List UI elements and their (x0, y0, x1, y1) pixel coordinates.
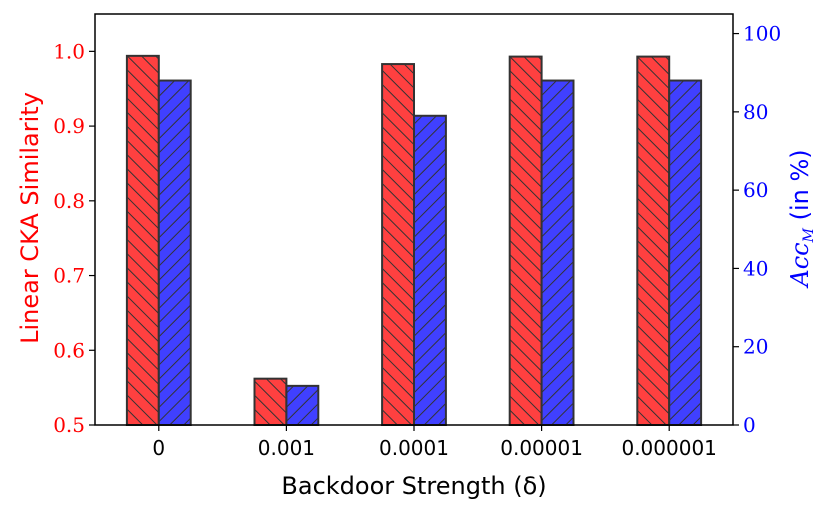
right-axis-label-suffix: (in %) (786, 149, 814, 228)
x-tick-label: 0.001 (258, 436, 315, 460)
acc-bar-2 (413, 114, 447, 427)
x-tick-label: 0.000001 (621, 436, 716, 460)
left-y-tick-label: 0.9 (53, 114, 85, 138)
plot-frame (94, 13, 734, 426)
acc-bar-0 (157, 79, 192, 427)
right-y-tick-label: 60 (743, 178, 768, 202)
right-y-tick-label: 0 (743, 413, 756, 437)
cka-bar-1 (253, 377, 288, 427)
right-y-tick-label: 80 (743, 100, 768, 124)
left-axis-label: Linear CKA Similarity (16, 92, 44, 344)
left-y-tick-label: 0.6 (53, 338, 85, 362)
x-tick-label: 0.00001 (500, 436, 583, 460)
x-tick-label: 0 (152, 436, 165, 460)
right-y-tick-label: 20 (743, 335, 768, 359)
right-y-tick-label: 100 (743, 22, 781, 46)
acc-bar-1 (285, 384, 320, 427)
x-axis-label: Backdoor Strength (δ) (281, 472, 546, 500)
left-y-tick-label: 0.8 (53, 189, 85, 213)
right-y-tick-label: 40 (743, 256, 768, 280)
left-y-tick-label: 1.0 (53, 39, 85, 63)
bars-layer (125, 54, 703, 427)
cka-bar-4 (636, 55, 671, 427)
cka-bar-2 (381, 63, 416, 427)
cka-bar-3 (508, 55, 543, 427)
right-axis-label-math: Acc (786, 242, 814, 288)
cka-bar-0 (125, 54, 160, 427)
right-axis-label-subscript: M (801, 227, 817, 243)
axes-layer: 0 0.001 0.0001 0.00001 0.000001 0.5 0.6 0.7 0.8 0… (53, 13, 781, 460)
acc-bar-3 (540, 79, 575, 427)
left-y-tick-label: 0.5 (53, 413, 85, 437)
acc-bar-4 (668, 79, 703, 427)
left-y-tick-label: 0.7 (53, 264, 85, 288)
x-tick-label: 0.0001 (379, 436, 449, 460)
right-axis-label: AccM (in %) (786, 149, 817, 288)
